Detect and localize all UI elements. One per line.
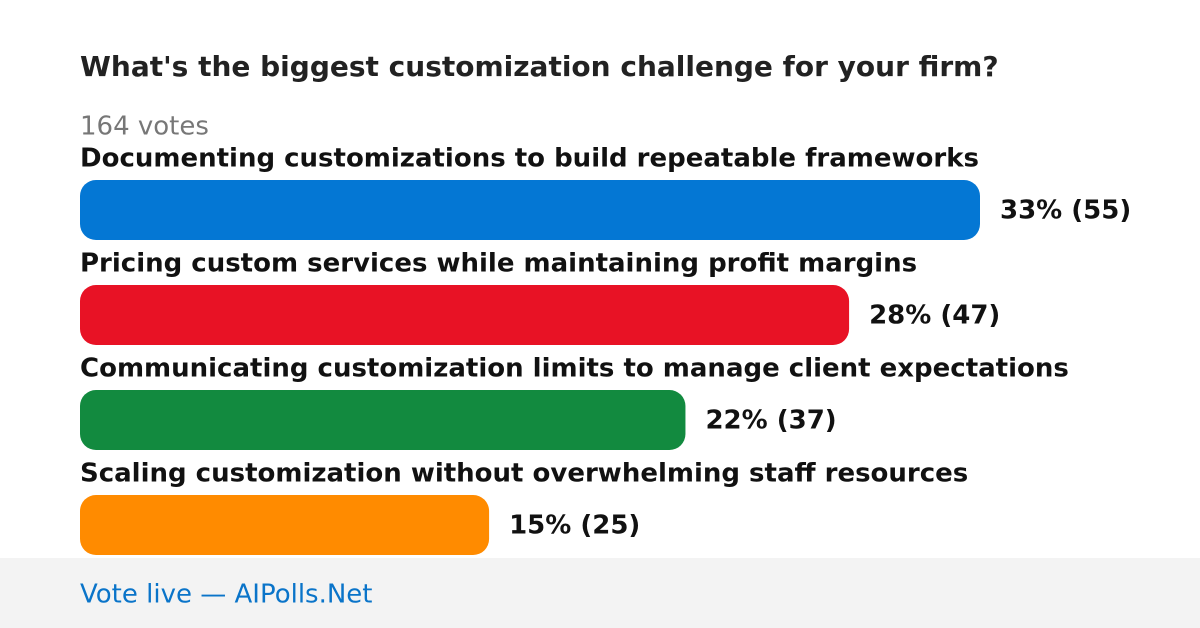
footer-link[interactable]: Vote live — AIPolls.Net: [80, 580, 373, 610]
option-label: Pricing custom services while maintainin…: [80, 249, 917, 279]
bar: [80, 495, 490, 555]
value-label: 28% (47): [869, 301, 1000, 331]
option-label: Communicating customization limits to ma…: [80, 354, 1069, 384]
footer-band: [0, 558, 1200, 628]
value-label: 15% (25): [509, 511, 640, 541]
vote-count: 164 votes: [80, 112, 209, 142]
bar: [80, 285, 850, 345]
value-label: 22% (37): [705, 406, 836, 436]
option-label: Documenting customizations to build repe…: [80, 144, 979, 174]
bar: [80, 180, 980, 240]
value-label: 33% (55): [1000, 196, 1131, 226]
option-label: Scaling customization without overwhelmi…: [80, 459, 968, 489]
bar: [80, 390, 686, 450]
poll-title: What's the biggest customization challen…: [80, 50, 999, 83]
